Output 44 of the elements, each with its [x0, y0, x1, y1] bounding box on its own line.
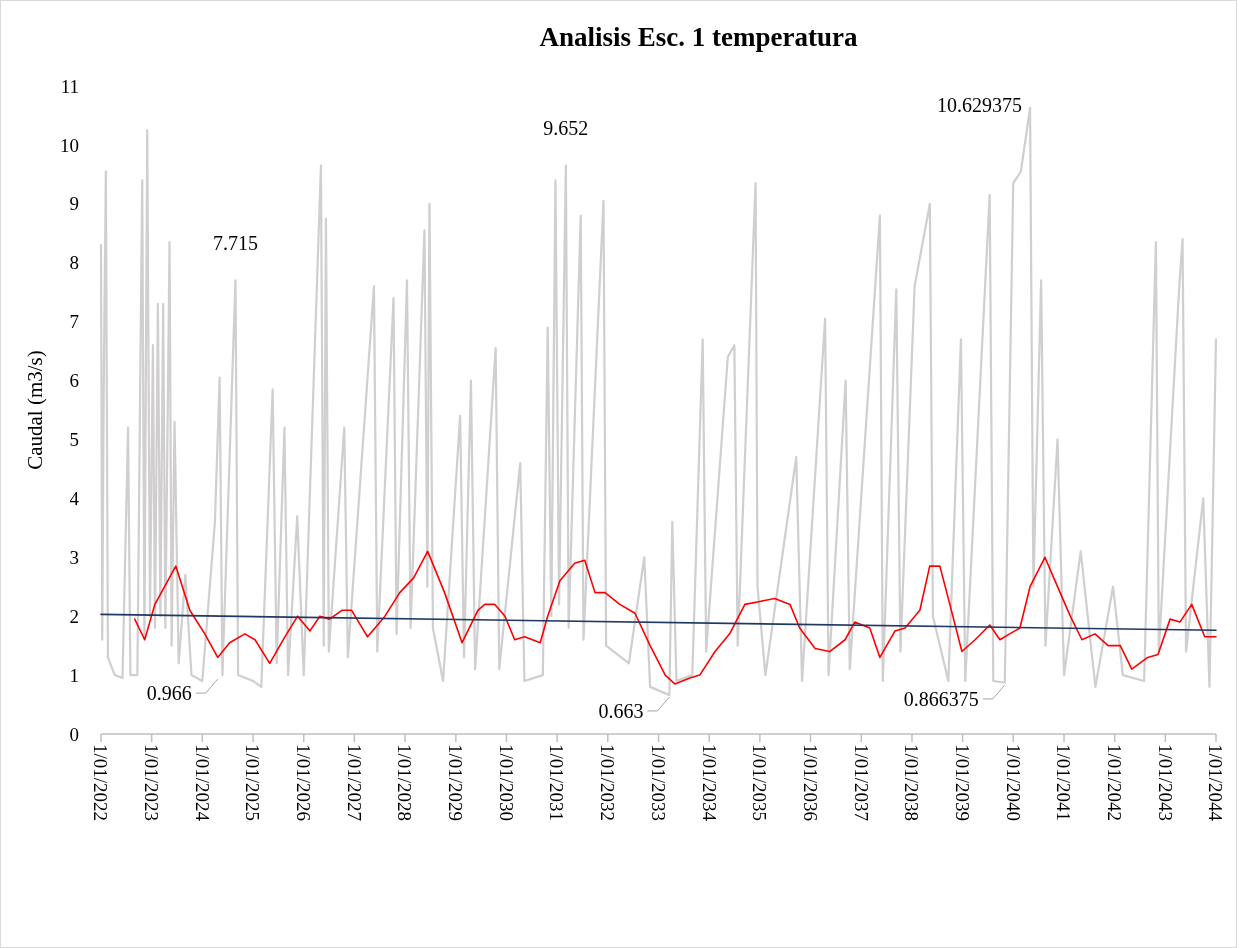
y-tick-label: 8 — [69, 252, 79, 274]
y-tick-label: 6 — [69, 370, 79, 392]
y-axis-title: Caudal (m3/s) — [23, 350, 47, 470]
x-tick-label: 1/01/2024 — [191, 744, 213, 822]
x-tick-label: 1/01/2043 — [1154, 744, 1176, 822]
x-tick-label: 1/01/2022 — [90, 744, 112, 822]
x-tick-label: 1/01/2029 — [445, 744, 467, 822]
x-tick-label: 1/01/2038 — [901, 744, 923, 822]
x-tick-label: 1/01/2036 — [799, 744, 821, 822]
annotation: 0.866375 — [903, 687, 979, 710]
y-tick-label: 0 — [69, 723, 79, 745]
annotation: 0.966 — [146, 682, 192, 705]
y-tick-label: 5 — [69, 429, 79, 451]
x-tick-label: 1/01/2042 — [1104, 744, 1126, 822]
x-tick-label: 1/01/2025 — [242, 744, 264, 822]
annotation: 7.715 — [212, 231, 258, 254]
x-tick-label: 1/01/2033 — [647, 744, 669, 822]
y-tick-label: 10 — [60, 134, 79, 156]
annotation: 0.663 — [598, 699, 644, 722]
x-tick-label: 1/01/2039 — [951, 744, 973, 822]
x-tick-label: 1/01/2027 — [343, 744, 365, 822]
y-tick-label: 3 — [69, 546, 79, 568]
annotation: 10.629375 — [937, 93, 1023, 116]
x-tick-label: 1/01/2035 — [749, 744, 771, 822]
y-tick-label: 2 — [69, 605, 79, 627]
x-tick-label: 1/01/2032 — [597, 744, 619, 822]
x-tick-label: 1/01/2040 — [1002, 744, 1024, 822]
x-tick-label: 1/01/2030 — [495, 744, 517, 822]
y-tick-label: 11 — [60, 75, 79, 97]
y-tick-label: 7 — [69, 311, 79, 333]
x-tick-label: 1/01/2041 — [1053, 744, 1075, 822]
x-tick-label: 1/01/2026 — [293, 744, 315, 822]
x-tick-label: 1/01/2034 — [698, 744, 720, 822]
y-tick-label: 1 — [69, 664, 79, 686]
chart-title: Analisis Esc. 1 temperatura — [539, 22, 858, 52]
annotation: 9.652 — [543, 117, 589, 140]
line-series — [133, 550, 1217, 685]
x-tick-label: 1/01/2037 — [850, 744, 872, 822]
x-tick-label: 1/01/2023 — [141, 744, 162, 822]
y-tick-label: 9 — [69, 193, 79, 215]
x-tick-label: 1/01/2044 — [1205, 744, 1227, 822]
x-tick-label: 1/01/2031 — [546, 744, 568, 822]
x-tick-label: 1/01/2028 — [394, 744, 416, 822]
y-tick-label: 4 — [69, 488, 80, 510]
